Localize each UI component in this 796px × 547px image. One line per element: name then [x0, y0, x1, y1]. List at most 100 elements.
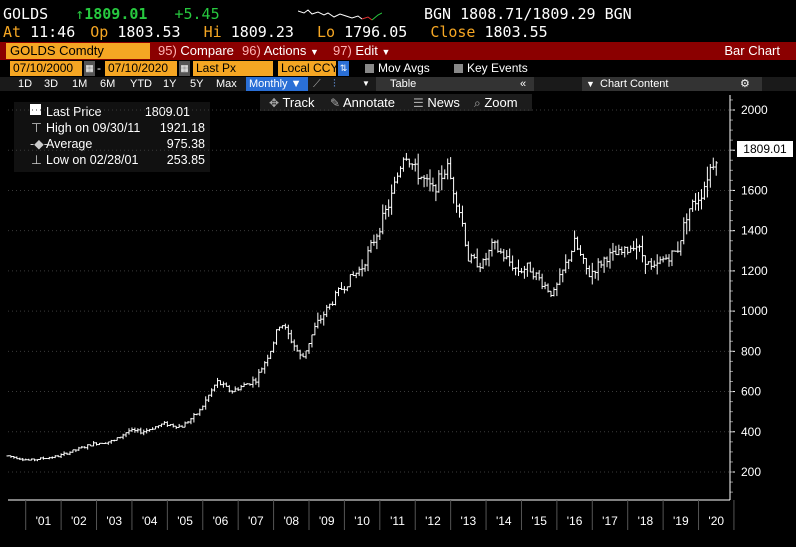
price-bar: [227, 385, 231, 393]
news-label: News: [427, 95, 460, 110]
x-tick-label: '02: [71, 514, 87, 528]
end-date-field[interactable]: 07/10/2020: [105, 61, 177, 76]
bid-ask-values: 1808.71/1809.29: [460, 5, 596, 23]
price-bar: [115, 437, 119, 441]
range-max[interactable]: Max: [216, 78, 237, 90]
price-bar: [472, 253, 476, 259]
price-bar: [496, 239, 500, 253]
calendar-icon[interactable]: ▦: [179, 61, 190, 76]
chart-style-chevron-icon[interactable]: ▼: [362, 79, 370, 88]
price-bar: [652, 260, 656, 269]
annotate-button[interactable]: ✎ Annotate: [330, 95, 395, 111]
calendar-icon[interactable]: ▦: [84, 61, 95, 76]
price-bar: [174, 425, 178, 430]
price-bars: [6, 152, 718, 462]
price-bar: [576, 236, 580, 251]
last-price-swatch: [30, 104, 41, 115]
high-marker-icon: ⊤: [31, 121, 42, 135]
price-bar: [263, 361, 267, 374]
price-bar: [245, 382, 249, 385]
swap-icon[interactable]: ⇅: [338, 61, 349, 76]
quote-row-1: GOLDS ↑1809.01 +5.45: [3, 5, 220, 23]
table-button[interactable]: Table: [390, 78, 417, 90]
price-bar: [248, 383, 252, 386]
price-bar: [664, 254, 668, 260]
price-bar: [68, 451, 72, 456]
low-label: Lo: [316, 23, 336, 41]
actions-chevron-down-icon: ▼: [309, 47, 319, 57]
range-ytd[interactable]: YTD: [130, 78, 152, 90]
security-field[interactable]: GOLDS Comdty: [6, 43, 150, 59]
price-bar: [118, 436, 122, 439]
zoom-button[interactable]: ⌕ Zoom: [474, 95, 518, 111]
high-label: Hi: [203, 23, 222, 41]
chart-toolbar: [260, 94, 532, 111]
at-label: At: [3, 23, 22, 41]
price-bar: [277, 326, 281, 331]
range-1y[interactable]: 1Y: [163, 78, 177, 90]
price-bar: [511, 255, 515, 271]
price-bar: [555, 282, 559, 297]
price-bar: [121, 433, 125, 440]
bar-chart-icon[interactable]: ⫶: [333, 78, 336, 90]
price-bar: [632, 240, 636, 252]
price-bar: [272, 341, 276, 353]
price-bar: [260, 367, 264, 373]
price-bar: [635, 238, 639, 260]
y-tick-label: 1400: [741, 224, 768, 238]
price-bar: [422, 175, 426, 188]
price-bar: [688, 208, 692, 232]
currency-select[interactable]: Local CCY: [278, 61, 338, 76]
price-bar: [584, 257, 588, 275]
track-button[interactable]: ✥ Track: [269, 95, 314, 111]
periodicity-select[interactable]: Monthly ▼: [246, 77, 308, 91]
price-bar: [646, 261, 650, 265]
legend-average-value: 975.38: [166, 137, 205, 151]
annotate-label: Annotate: [342, 95, 396, 110]
price-bar: [505, 249, 509, 260]
legend-high-label: High on 09/30/11: [46, 121, 141, 135]
gear-icon[interactable]: ⚙: [740, 78, 750, 90]
ticker: GOLDS: [3, 5, 49, 23]
price-bar: [428, 169, 432, 192]
news-button[interactable]: ☰ News: [413, 95, 460, 111]
compare-number: 95): [158, 43, 177, 58]
edit-menu[interactable]: 97) Edit ▼: [333, 43, 390, 59]
price-field-select[interactable]: Last Px: [193, 61, 273, 76]
actions-menu[interactable]: 96) Actions ▼: [242, 43, 319, 59]
range-6m[interactable]: 6M: [100, 78, 116, 90]
price-bar: [53, 455, 57, 459]
price-bar: [289, 329, 293, 344]
date-dash: -: [97, 61, 101, 75]
pencil-icon: ✎: [330, 96, 341, 110]
range-1d[interactable]: 1D: [18, 78, 33, 90]
price-bar: [44, 457, 48, 460]
range-5y[interactable]: 5Y: [190, 78, 204, 90]
price-bar: [508, 248, 512, 267]
mov-avgs-checkbox[interactable]: [365, 64, 374, 73]
range-1m[interactable]: 1M: [72, 78, 88, 90]
price-bar: [325, 304, 329, 318]
y-tick-label: 1200: [741, 264, 768, 278]
price-bar: [168, 424, 172, 427]
price-bar: [242, 382, 246, 388]
start-date-field[interactable]: 07/10/2000: [10, 61, 82, 76]
price-bar: [643, 255, 647, 274]
price-bar: [593, 270, 597, 279]
range-3d[interactable]: 3D: [44, 78, 59, 90]
price-bar: [614, 245, 618, 256]
compare-button[interactable]: 95) Compare: [158, 43, 234, 59]
x-tick-label: '05: [177, 514, 193, 528]
price-bar: [136, 428, 140, 433]
collapse-icon[interactable]: «: [520, 78, 527, 90]
last-price: 1809.01: [84, 5, 148, 23]
line-chart-icon[interactable]: ⟋: [313, 78, 321, 90]
chart-content-label[interactable]: Chart Content: [600, 78, 669, 90]
price-bar: [590, 262, 594, 285]
price-bar: [629, 245, 633, 253]
key-events-checkbox[interactable]: [454, 64, 463, 73]
price-bar: [77, 446, 81, 451]
price-bar: [269, 350, 273, 360]
legend-average-label: Average: [46, 137, 93, 151]
